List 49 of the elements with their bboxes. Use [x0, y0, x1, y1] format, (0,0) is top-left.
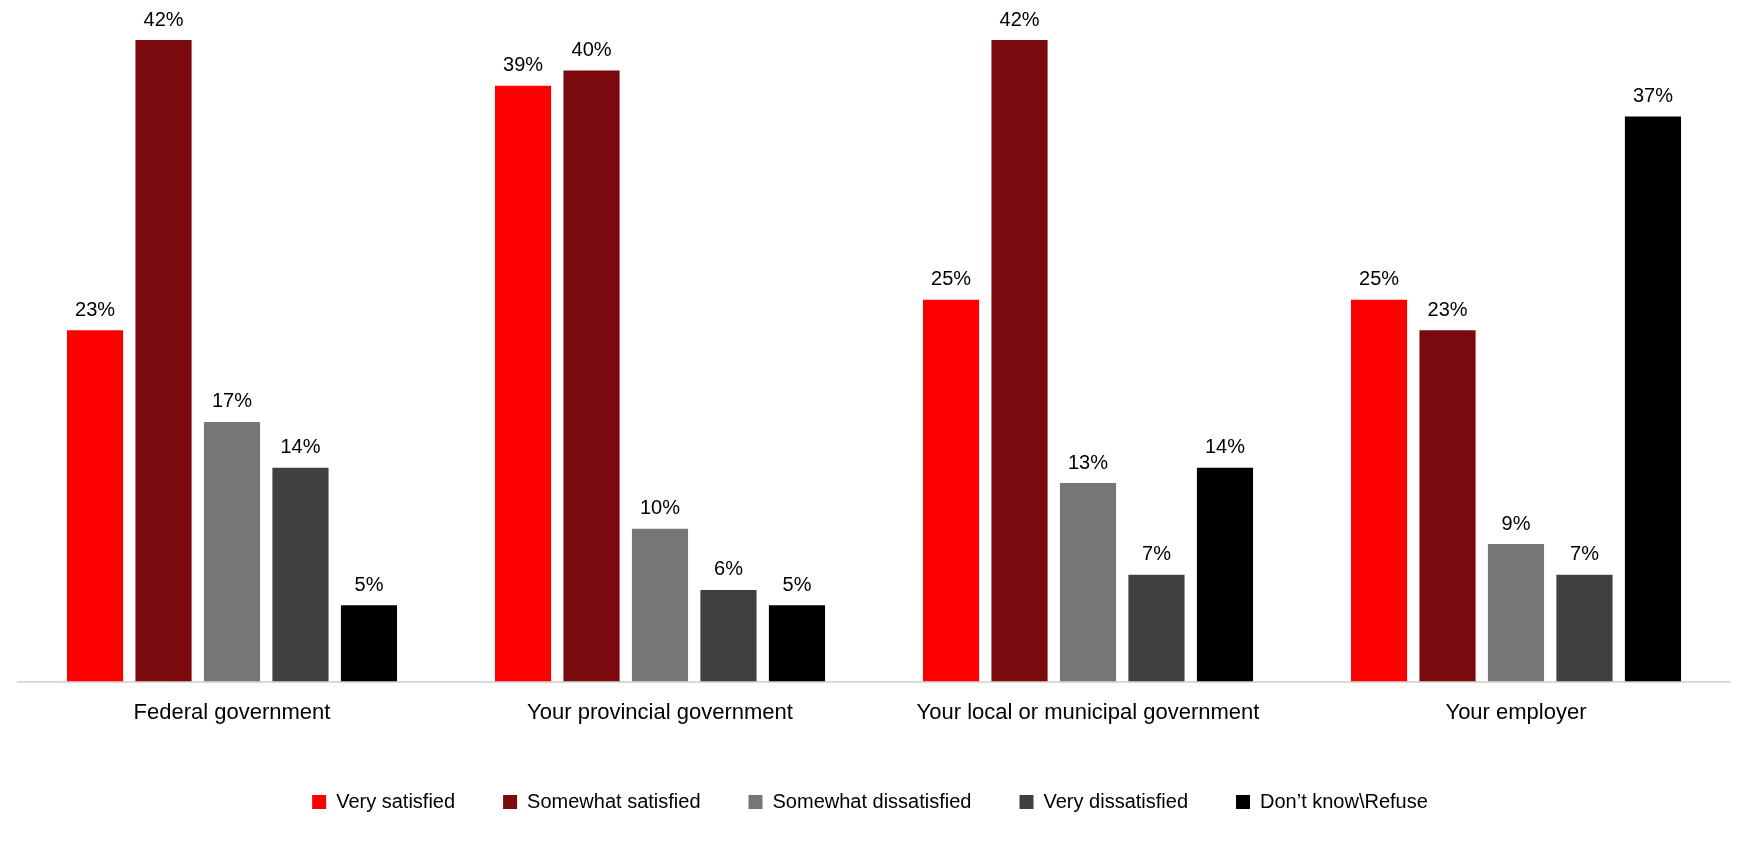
x-tick-label: Your employer	[1445, 698, 1587, 724]
x-tick-label: Federal government	[133, 698, 331, 724]
bar	[494, 85, 552, 682]
data-label: 6%	[714, 557, 744, 580]
data-label: 7%	[1570, 542, 1600, 565]
bar	[1350, 299, 1408, 682]
legend-label: Very dissatisfied	[1043, 789, 1188, 812]
bar	[1487, 544, 1545, 682]
data-label: 17%	[211, 389, 253, 412]
bar	[1624, 116, 1682, 682]
data-label: 39%	[503, 53, 544, 76]
data-label: 37%	[1632, 83, 1674, 106]
data-label: 14%	[280, 435, 321, 458]
bar	[203, 421, 261, 682]
data-label: 25%	[1359, 267, 1400, 290]
legend-label: Somewhat satisfied	[527, 789, 701, 812]
data-label: 13%	[1067, 450, 1109, 473]
data-label: 42%	[999, 7, 1040, 30]
data-label: 10%	[639, 496, 681, 519]
bar	[1128, 574, 1185, 682]
bar	[66, 330, 124, 682]
data-label: 23%	[1427, 297, 1468, 320]
legend-label: Somewhat dissatisfied	[772, 789, 972, 812]
bar	[1196, 467, 1254, 682]
data-label: 40%	[571, 38, 612, 61]
data-label: 14%	[1204, 435, 1246, 458]
data-label: 7%	[1142, 542, 1172, 565]
bar	[1059, 483, 1117, 682]
bar	[563, 70, 620, 682]
data-label: 25%	[931, 267, 972, 290]
legend-label: Don’t know\Refuse	[1260, 789, 1428, 812]
bar	[1419, 330, 1476, 682]
bar	[272, 467, 329, 682]
data-label: 23%	[75, 297, 116, 320]
data-label: 5%	[354, 572, 384, 595]
bar	[922, 299, 980, 682]
bar	[340, 605, 398, 682]
legend-label: Very satisfied	[336, 789, 456, 812]
bar	[1556, 574, 1613, 682]
x-tick-label: Your local or municipal government	[916, 698, 1260, 724]
x-tick-label: Your provincial government	[527, 698, 793, 724]
bar	[700, 589, 757, 682]
data-label: 5%	[782, 572, 812, 595]
data-label: 42%	[143, 7, 184, 30]
bar	[768, 605, 826, 682]
bar	[991, 40, 1048, 682]
data-label: 9%	[1501, 511, 1531, 534]
bar	[631, 528, 689, 682]
bar	[135, 40, 192, 682]
